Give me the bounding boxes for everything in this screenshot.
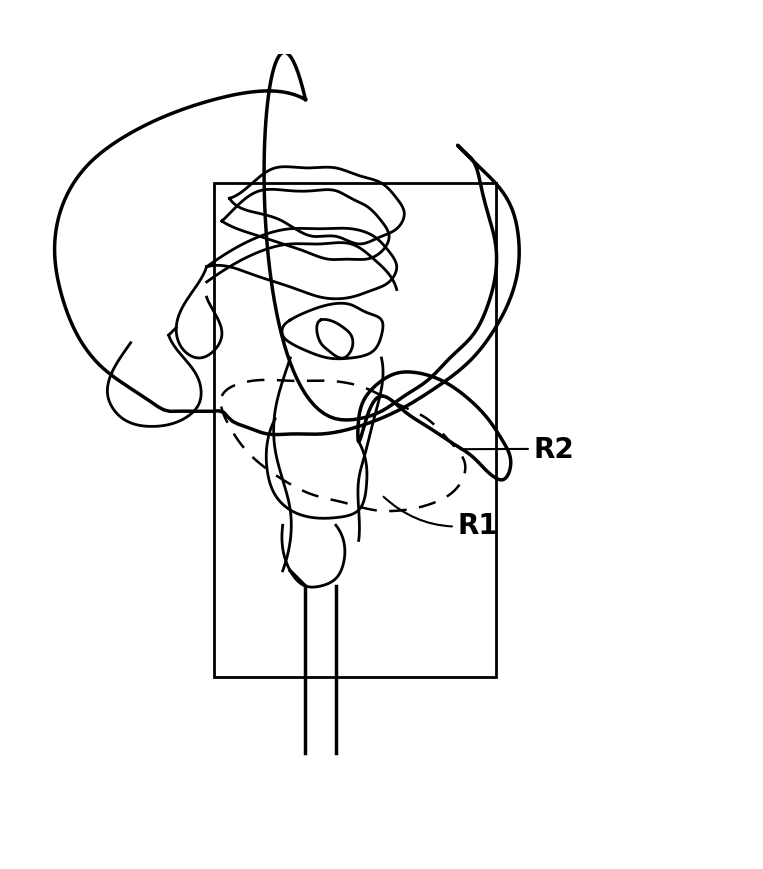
Text: R1: R1 (384, 497, 498, 539)
Bar (214, 184, 495, 678)
Text: R2: R2 (460, 435, 575, 463)
